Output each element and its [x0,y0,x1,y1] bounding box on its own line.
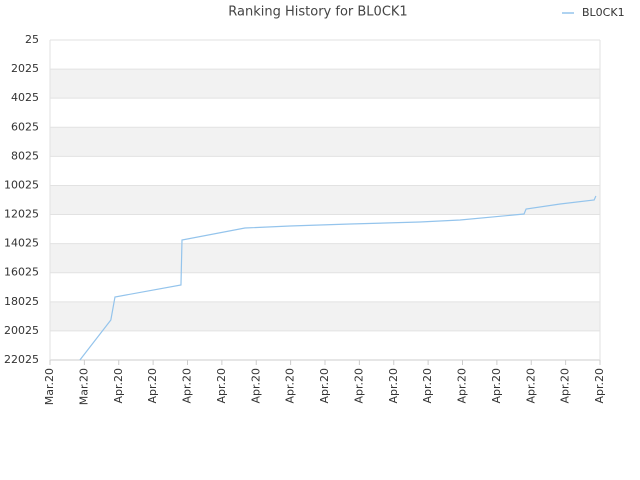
x-tick-label: Apr.20 [215,368,228,404]
x-tick-label: Apr.20 [559,368,572,404]
x-tick-label: Apr.20 [112,368,125,404]
x-tick-label: Apr.20 [593,368,606,404]
chart-title: Ranking History for BL0CK1 [228,5,407,20]
y-tick-label: 25 [25,33,39,46]
bands [50,69,600,331]
grid-band [50,301,600,331]
y-tick-label: 6025 [11,120,39,133]
series-line [79,195,597,361]
x-tick-label: Apr.20 [318,368,331,404]
x-tick-label: Apr.20 [421,368,434,404]
y-tick-label: 14025 [4,237,39,250]
y-tick-label: 22025 [4,353,39,366]
y-tick-label: 20025 [4,324,39,337]
grid-band [50,127,600,157]
y-tick-label: 18025 [4,295,39,308]
x-tick-label: Apr.20 [456,368,469,404]
x-tick-label: Apr.20 [146,368,159,404]
legend-label: BL0CK1 [582,6,625,19]
y-tick-label: 10025 [4,178,39,191]
x-tick-label: Mar.20 [43,368,56,405]
x-tick-label: Mar.20 [77,368,90,405]
x-tick-label: Apr.20 [490,368,503,404]
y-tick-label: 12025 [4,208,39,221]
x-tick-label: Apr.20 [387,368,400,404]
grid-band [50,243,600,273]
y-tick-label: 2025 [11,62,39,75]
grid-band [50,69,600,99]
x-tick-label: Apr.20 [181,368,194,404]
x-tick-label: Apr.20 [352,368,365,404]
x-tick-label: Apr.20 [524,368,537,404]
y-tick-label: 16025 [4,266,39,279]
y-tick-label: 8025 [11,149,39,162]
x-tick-label: Apr.20 [284,368,297,404]
y-tick-label: 4025 [11,91,39,104]
x-tick-label: Apr.20 [249,368,262,404]
grid-band [50,185,600,215]
